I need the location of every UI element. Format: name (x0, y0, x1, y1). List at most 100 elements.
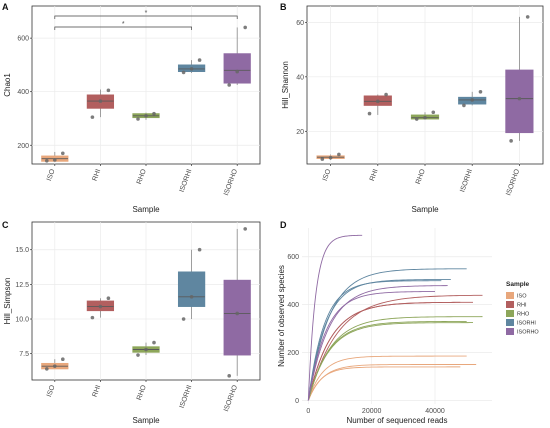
data-point (243, 227, 248, 231)
panel-c-boxes (41, 227, 251, 378)
panel-a-letter: A (2, 2, 9, 12)
panel-b-x-label: Sample (411, 205, 439, 214)
box-isorho (223, 227, 251, 378)
box-isorho (505, 15, 534, 143)
x-tick-label: ISORHO (223, 168, 239, 197)
data-point (61, 357, 65, 362)
box-rhi (86, 296, 115, 320)
y-tick-label: 60 (296, 20, 304, 27)
legend-key-isorho (506, 328, 514, 335)
y-tick-label: 20 (296, 129, 304, 136)
data-point (337, 152, 341, 157)
panel-d-grid (302, 228, 492, 404)
box-rho (132, 340, 160, 357)
panel-b-x-ticks: ISO RHI RHO ISORHI ISORHO (322, 164, 521, 197)
box-rho (132, 111, 160, 121)
significance-label: * (145, 10, 148, 17)
panel-d-x-ticks: 0 20000 40000 (306, 408, 444, 415)
data-point (90, 315, 95, 320)
data-point (98, 304, 103, 309)
data-point (136, 353, 140, 357)
data-point (144, 347, 148, 352)
x-tick-label: 40000 (425, 408, 445, 415)
x-tick-label: RHO (136, 384, 148, 402)
data-point (44, 158, 49, 163)
x-tick-label: RHI (92, 168, 103, 182)
box-rho (410, 110, 440, 121)
data-point (106, 88, 111, 93)
data-point (384, 92, 388, 97)
data-point (470, 98, 475, 102)
y-tick-label: 200 (287, 350, 299, 357)
data-point (152, 111, 156, 116)
curve-isorho (307, 234, 363, 401)
panel-c-x-ticks: ISO RHI RHO ISORHI ISORHO (46, 380, 239, 413)
panel-a-grid (32, 6, 260, 164)
panel-d-letter: D (280, 220, 287, 230)
x-tick-label: 20000 (362, 408, 382, 415)
legend-key-rho (506, 310, 514, 317)
box-iso (41, 151, 69, 163)
data-point (367, 111, 372, 116)
data-point (197, 247, 202, 252)
box-iso (41, 357, 69, 371)
panel-a-significance: ** (54, 10, 238, 30)
legend-key-iso (506, 292, 514, 299)
panel-c-letter: C (2, 220, 9, 230)
legend-key-isorhi (506, 319, 514, 326)
y-tick-label: 400 (287, 302, 299, 309)
curve-isorho (307, 285, 448, 401)
panel-b-y-label: Hill_Shannon (281, 61, 290, 109)
panel-a-x-ticks: ISO RHI RHO ISORHI ISORHO (46, 164, 239, 197)
data-point (376, 99, 380, 104)
significance-bracket (54, 15, 238, 19)
curve-isorhi (307, 268, 467, 401)
panel-b-letter: B (280, 2, 287, 12)
panel-c-y-ticks: 7.5 10.0 12.5 15.0 (15, 247, 32, 358)
data-point (517, 96, 522, 101)
x-tick-label: ISORHO (505, 168, 521, 197)
curve-rhi (307, 294, 483, 401)
legend-label-isorhi: ISORHI (517, 321, 536, 327)
legend-label-rhi: RHI (517, 303, 527, 309)
data-point (181, 317, 186, 321)
box-isorhi (458, 90, 487, 108)
legend-title: Sample (506, 281, 530, 288)
panel-d-y-ticks: 0 200 400 600 (287, 254, 299, 405)
data-point (106, 296, 111, 301)
curve-rho (307, 322, 473, 401)
panel-b-y-ticks: 20 40 60 (296, 20, 307, 136)
panel-c-simpson: C 7.510.012.515.0 ISO RHI RHO ISORHI ISORHO … (2, 220, 261, 425)
curve-rhi (307, 301, 461, 401)
x-tick-label: RHI (369, 168, 380, 182)
panel-c-x-label: Sample (132, 416, 160, 425)
y-tick-label: 600 (287, 254, 299, 261)
panel-b-grid (307, 6, 543, 164)
box-rhi (86, 88, 115, 119)
data-point (144, 113, 148, 118)
panel-a-y-ticks: 200 400 600 (17, 36, 32, 150)
curve-rho (307, 320, 467, 401)
data-point (328, 155, 333, 160)
curve-rho (307, 316, 483, 401)
data-point (53, 158, 57, 162)
data-point (478, 90, 483, 94)
significance-label: * (122, 21, 125, 28)
data-point (227, 374, 231, 378)
x-tick-label: 0 (306, 408, 310, 415)
x-tick-label: ISO (322, 168, 333, 182)
data-point (189, 67, 194, 71)
y-tick-label: 0 (295, 398, 299, 405)
data-point (61, 151, 65, 156)
data-point (227, 83, 231, 87)
data-point (414, 117, 419, 121)
curve-isorhi (307, 279, 451, 401)
y-tick-label: 15.0 (15, 247, 29, 254)
panel-d-frame (302, 228, 492, 404)
box-iso (316, 152, 345, 161)
data-point (320, 157, 325, 161)
box-body (505, 69, 534, 134)
x-tick-label: ISO (46, 384, 57, 398)
x-tick-label: ISORHI (459, 168, 474, 193)
